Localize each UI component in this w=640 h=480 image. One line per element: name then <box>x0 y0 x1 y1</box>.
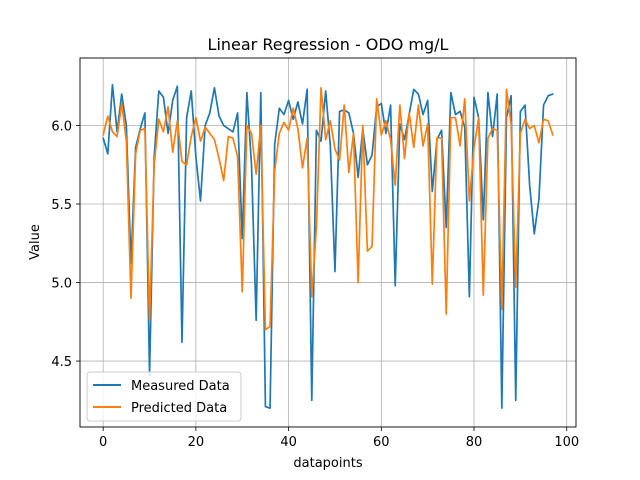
x-tick-label: 100 <box>554 435 579 450</box>
series-line-predicted-data <box>102 86 554 331</box>
x-tick-label: 60 <box>373 435 390 450</box>
legend-label-predicted: Predicted Data <box>131 401 227 416</box>
legend-label-measured: Measured Data <box>131 379 230 394</box>
x-tick-label: 20 <box>188 435 205 450</box>
y-tick-label: 5.5 <box>51 198 72 213</box>
y-tick-label: 4.5 <box>51 355 72 370</box>
x-tick-label: 40 <box>280 435 297 450</box>
legend-box <box>86 371 242 422</box>
legend: Measured Data Predicted Data <box>86 371 242 422</box>
y-axis-label: Value <box>28 224 43 260</box>
x-tick-label: 80 <box>466 435 483 450</box>
x-tick-label: 0 <box>99 435 107 450</box>
series-layer <box>102 83 554 410</box>
plot-frame <box>79 57 577 428</box>
tick-layer: 0 20 40 60 80 100 4.5 5.0 5.5 6.0 <box>51 120 579 450</box>
chart-title: Linear Regression - ODO mg/L <box>208 35 449 54</box>
y-tick-label: 6.0 <box>51 120 72 135</box>
x-axis-label: datapoints <box>293 456 362 471</box>
y-tick-label: 5.0 <box>51 277 72 292</box>
